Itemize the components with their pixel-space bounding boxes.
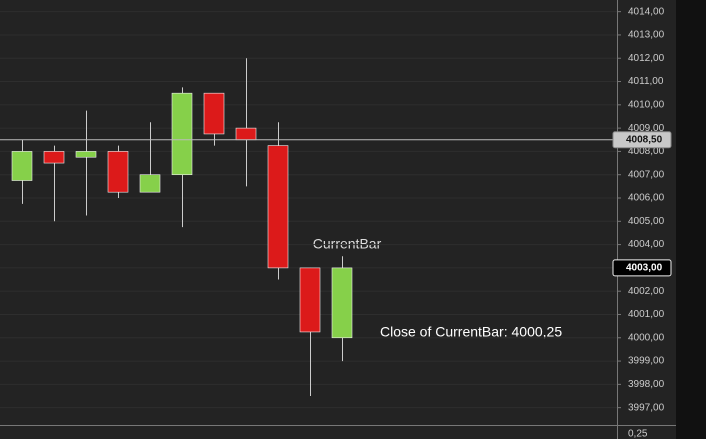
candle-body [267, 145, 289, 269]
y-tick-label: 4014,00 [628, 6, 665, 17]
candle-body [299, 267, 321, 333]
candle-body [11, 151, 33, 181]
y-tick-label: 4002,00 [628, 286, 665, 297]
candle-body [43, 151, 65, 164]
price-label: 4008,50 [626, 134, 663, 145]
candle-body [235, 127, 257, 141]
annotation: Close of CurrentBar: 4000,25 [380, 324, 562, 340]
price-box [612, 259, 672, 277]
candle-body [203, 92, 225, 135]
y-tick-label: 4007,00 [628, 169, 665, 180]
y-tick-label: 3998,00 [628, 379, 665, 390]
y-tick-label: 4011,00 [628, 76, 664, 87]
side-strip [676, 0, 706, 439]
y-tick-label: 4012,00 [628, 53, 665, 64]
y-tick-label: 4010,00 [628, 99, 665, 110]
y-tick-label: 4004,00 [628, 239, 665, 250]
y-tick-label: 4006,00 [628, 193, 665, 204]
annotation: CurrentBar [313, 236, 382, 252]
y-tick-label: 3999,00 [628, 356, 665, 367]
candle-body [75, 151, 97, 158]
lower-tick-label: 0,25 [628, 429, 648, 439]
candle-body [171, 92, 193, 176]
y-tick-label: 4000,00 [628, 332, 665, 343]
price-label: 4003,00 [626, 263, 663, 274]
candle-body [331, 267, 353, 339]
y-tick-label: 4013,00 [628, 30, 665, 41]
y-tick-label: 4001,00 [628, 309, 665, 320]
candle-body [107, 151, 129, 193]
candle-body [139, 174, 161, 193]
y-tick-label: 4005,00 [628, 216, 665, 227]
price-box [612, 131, 672, 149]
y-tick-label: 4009,00 [628, 123, 665, 134]
y-tick-label: 4008,00 [628, 146, 665, 157]
y-tick-label: 3997,00 [628, 402, 665, 413]
